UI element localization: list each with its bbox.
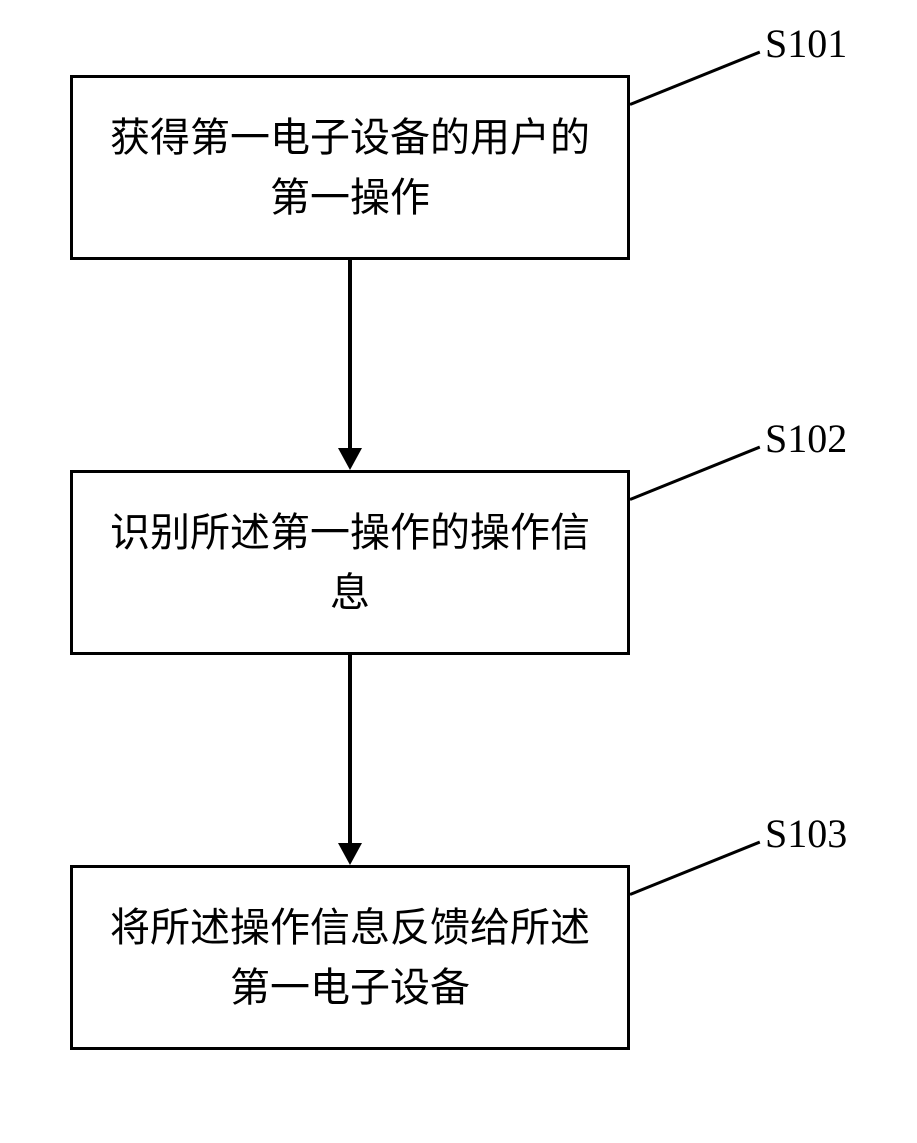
- arrow-head-2: [338, 843, 362, 865]
- flowchart-node-2: 识别所述第一操作的操作信息: [70, 470, 630, 655]
- node-2-text: 识别所述第一操作的操作信息: [93, 503, 607, 623]
- flowchart-container: 获得第一电子设备的用户的第一操作 S101 识别所述第一操作的操作信息 S102…: [0, 0, 917, 1143]
- node-3-text: 将所述操作信息反馈给所述第一电子设备: [93, 898, 607, 1018]
- label-line-1: [629, 51, 760, 106]
- step-label-1: S101: [765, 20, 847, 67]
- flowchart-node-3: 将所述操作信息反馈给所述第一电子设备: [70, 865, 630, 1050]
- label-line-3: [629, 841, 760, 896]
- node-1-text: 获得第一电子设备的用户的第一操作: [93, 108, 607, 228]
- arrow-line-2: [348, 655, 352, 845]
- arrow-line-1: [348, 260, 352, 450]
- step-label-2: S102: [765, 415, 847, 462]
- label-line-2: [629, 446, 760, 501]
- step-label-3: S103: [765, 810, 847, 857]
- arrow-head-1: [338, 448, 362, 470]
- flowchart-node-1: 获得第一电子设备的用户的第一操作: [70, 75, 630, 260]
